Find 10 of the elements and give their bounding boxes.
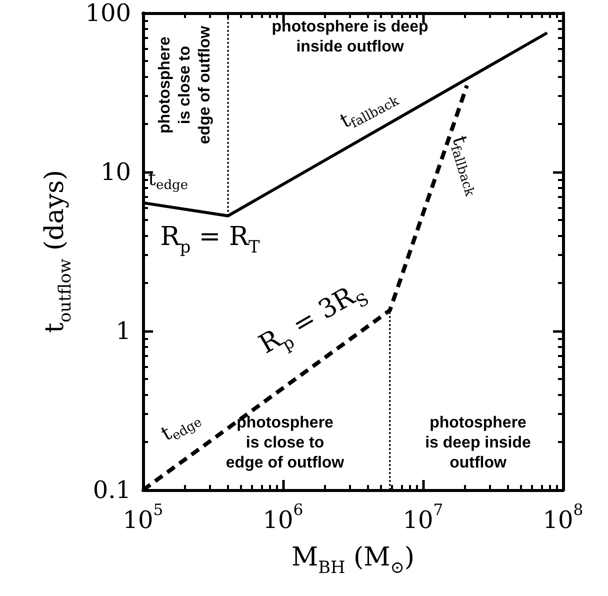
y-tick-label: 100: [85, 0, 131, 27]
annotation: tedge: [156, 414, 206, 446]
y-axis-title: toutflow (days): [40, 170, 74, 333]
y-tick-label: 10: [100, 158, 131, 186]
annotation: photosphere is close to edge of outflow: [226, 414, 345, 472]
y-tick-label: 1: [116, 317, 131, 345]
annotation: photosphere is close to edge of outflow: [156, 25, 214, 144]
annotation: photosphere is deep inside outflow: [272, 18, 428, 56]
y-tick-label: 0.1: [92, 476, 131, 504]
annotation: photosphere is deep inside outflow: [425, 414, 532, 472]
